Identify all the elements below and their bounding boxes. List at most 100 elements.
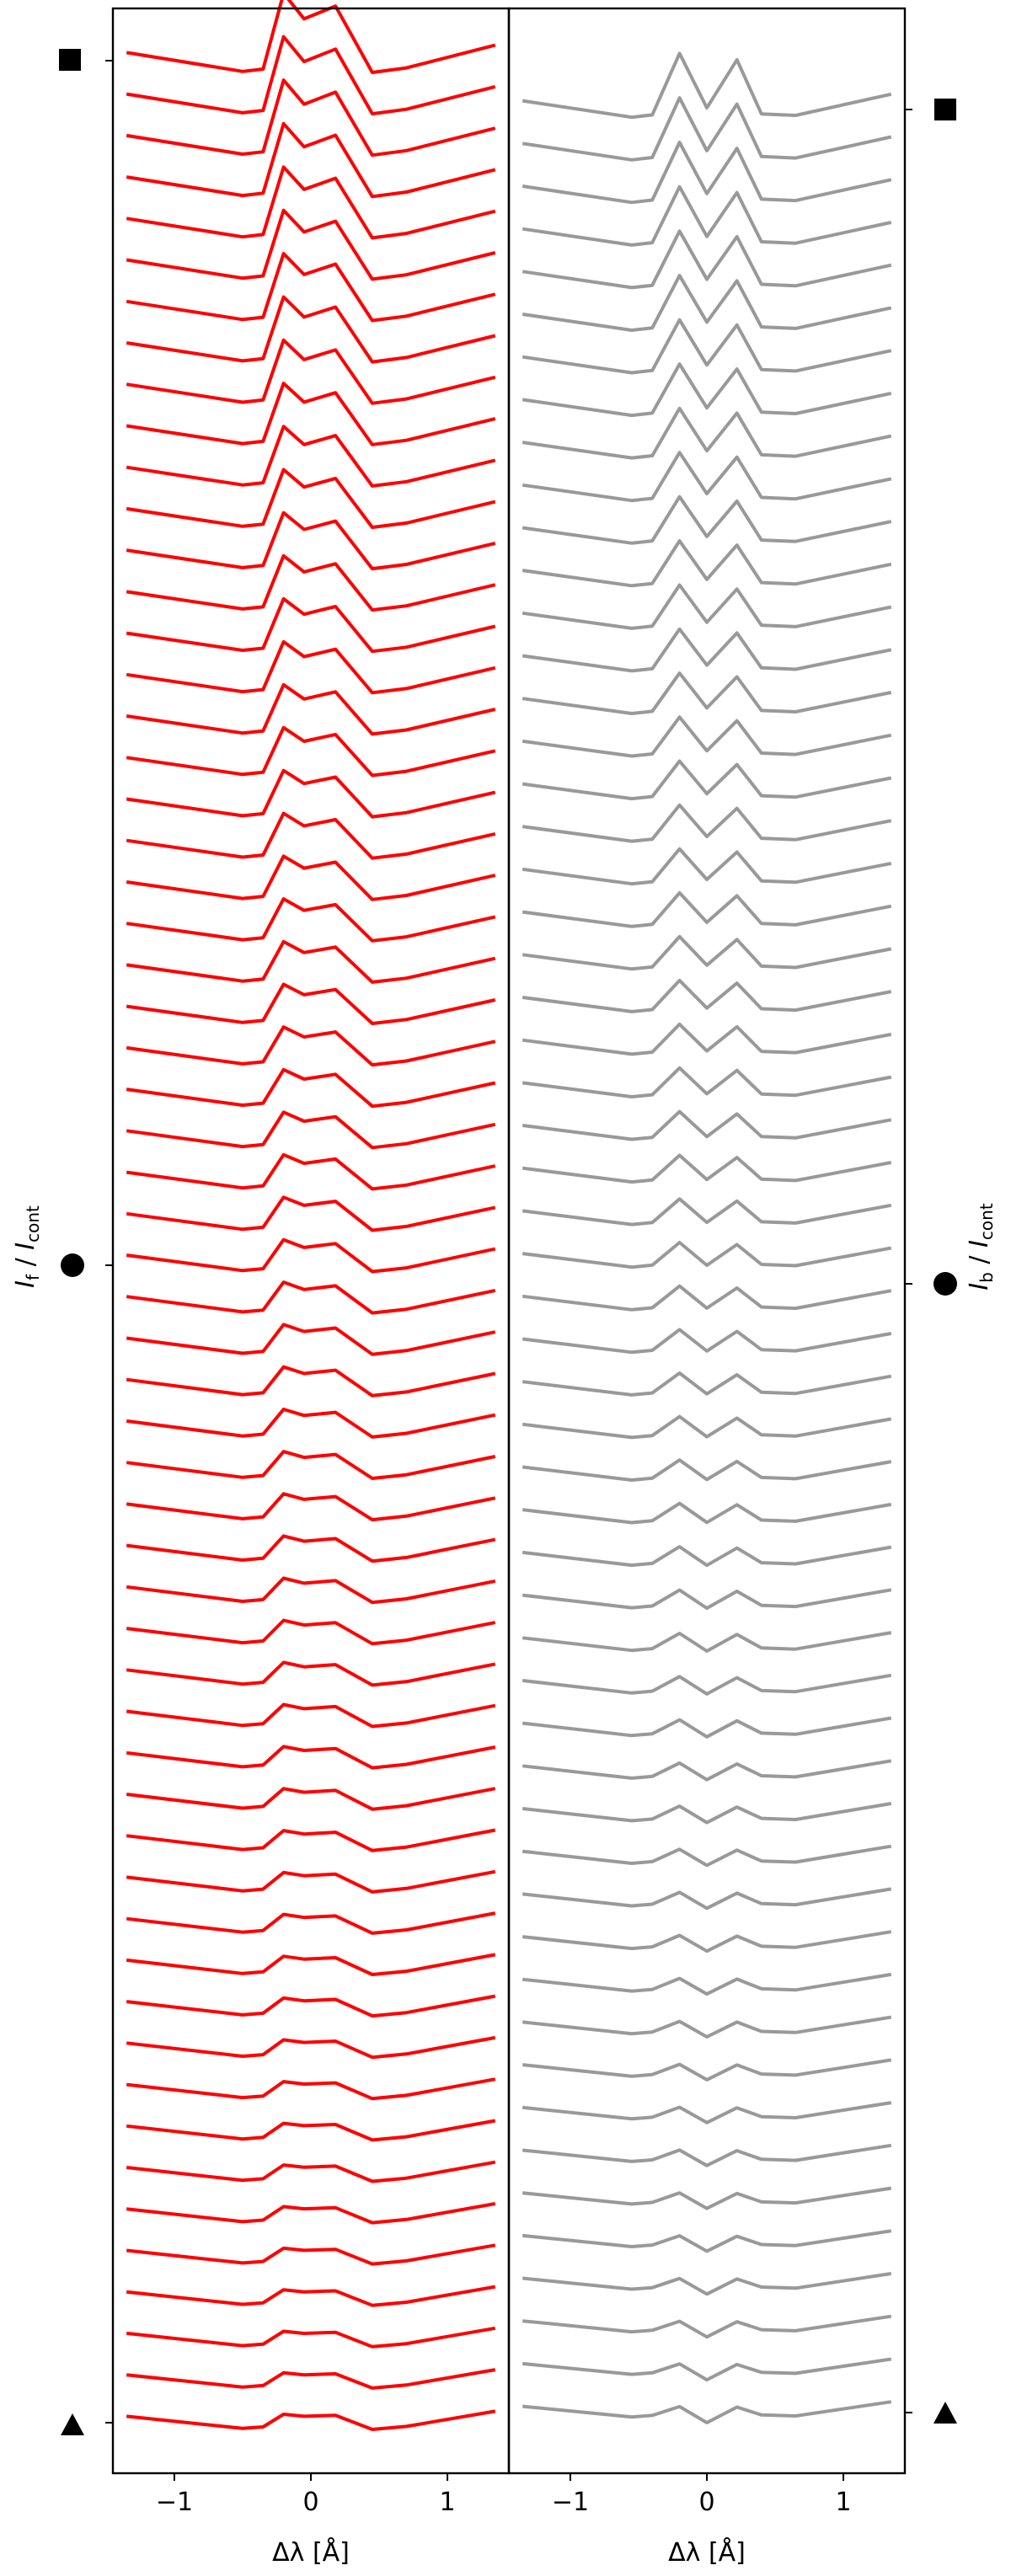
right-profiles <box>522 51 892 2424</box>
right-profile-line <box>522 2400 892 2424</box>
left-x-ticks: −1 0 1 <box>156 2473 456 2517</box>
right-profile-line <box>522 362 892 418</box>
right-profile-line <box>522 1716 892 1739</box>
left-profile-line <box>126 1869 496 1894</box>
left-profile-line <box>126 121 496 199</box>
right-profile-line <box>522 1887 892 1911</box>
right-profile-line <box>522 229 892 290</box>
left-profile-line <box>126 0 496 74</box>
left-profile-line <box>126 1994 496 2018</box>
right-profile-line <box>522 1153 892 1184</box>
left-marker-triangle <box>61 2413 84 2435</box>
right-profile-line <box>522 51 892 120</box>
left-panel-frame <box>111 7 511 2475</box>
right-profile-line <box>522 1501 892 1525</box>
right-profile-line <box>522 1844 892 1868</box>
right-profile-line <box>522 1197 892 1227</box>
right-profile-line <box>522 978 892 1013</box>
left-profile-line <box>126 2368 496 2390</box>
left-profile-line <box>126 1195 496 1232</box>
right-profile-line <box>522 1972 892 1996</box>
left-profile-line <box>126 382 496 446</box>
left-profile-line <box>126 897 496 943</box>
left-profile-line <box>126 1702 496 1729</box>
right-marker-triangle <box>933 2402 957 2424</box>
right-y-axis-label: Ib / Icont <box>965 1203 997 1291</box>
right-profile-line <box>522 2229 892 2253</box>
left-profile-line <box>126 1576 496 1605</box>
left-profile-line <box>126 1787 496 1811</box>
right-profile-line <box>522 1802 892 1825</box>
left-profile-line <box>126 1408 496 1439</box>
left-profile-line <box>126 165 496 240</box>
left-profile-line <box>126 2285 496 2307</box>
right-profile-line <box>522 2314 892 2339</box>
right-profile-line <box>522 1371 892 1397</box>
left-profile-line <box>126 78 496 158</box>
left-x-tick-label: 1 <box>440 2488 456 2517</box>
left-profile-line <box>126 1152 496 1191</box>
left-profile-line <box>126 35 496 116</box>
right-profile-line <box>522 803 892 843</box>
left-profile-line <box>126 1067 496 1109</box>
right-x-ticks: −1 0 1 <box>552 2473 852 2517</box>
right-profile-line <box>522 1673 892 1696</box>
right-profile-line <box>522 274 892 332</box>
left-profile-line <box>126 854 496 901</box>
right-marker-circle <box>933 1272 957 1296</box>
right-profile-line <box>522 184 892 247</box>
right-profile-line <box>522 2186 892 2210</box>
right-profile-line <box>522 539 892 588</box>
left-marker-square <box>59 49 81 71</box>
left-profile-line <box>126 468 496 529</box>
right-panel: −1 0 1 Δλ [Å] Ib / Icont <box>507 7 997 2568</box>
left-profile-line <box>126 2035 496 2060</box>
right-profile-line <box>522 671 892 715</box>
right-x-tick-label: 0 <box>698 2488 714 2517</box>
left-profile-line <box>126 1025 496 1067</box>
left-profile-line <box>126 1828 496 1852</box>
left-y-ticks <box>105 60 113 2424</box>
left-profile-line <box>126 2160 496 2183</box>
right-profile-line <box>522 1284 892 1312</box>
right-profile-line <box>522 715 892 758</box>
left-profile-line <box>126 639 496 695</box>
right-marker-square <box>934 99 956 120</box>
right-profile-line <box>522 1109 892 1141</box>
right-profile-line <box>522 1241 892 1269</box>
right-profile-line <box>522 1414 892 1440</box>
left-x-tick-label: −1 <box>156 2488 193 2517</box>
left-profile-line <box>126 2119 496 2142</box>
right-profile-line <box>522 2101 892 2124</box>
left-profile-line <box>126 1911 496 1935</box>
left-marker-circle <box>61 1253 84 1277</box>
right-profile-line <box>522 2272 892 2296</box>
right-x-tick-label: −1 <box>552 2488 589 2517</box>
left-profile-line <box>126 2243 496 2266</box>
left-profile-line <box>126 768 496 819</box>
left-profile-line <box>126 1110 496 1150</box>
left-profiles <box>126 0 496 2431</box>
right-profile-line <box>522 2143 892 2167</box>
right-panel-frame <box>507 7 907 2475</box>
left-profile-line <box>126 1365 496 1398</box>
right-x-axis-label: Δλ [Å] <box>668 2537 746 2568</box>
right-profile-line <box>522 627 892 673</box>
left-panel: −1 0 1 Δλ [Å] If / Icont <box>11 0 511 2568</box>
right-profile-line <box>522 847 892 886</box>
right-profile-line <box>522 2058 892 2082</box>
right-profile-line <box>522 318 892 375</box>
right-profile-line <box>522 583 892 630</box>
left-profile-line <box>126 982 496 1025</box>
right-profile-line <box>522 1631 892 1653</box>
left-profile-line <box>126 295 496 364</box>
left-profile-line <box>126 939 496 984</box>
right-profile-line <box>522 451 892 503</box>
left-profile-line <box>126 1660 496 1687</box>
left-profile-line <box>126 1492 496 1522</box>
right-profile-line <box>522 1588 892 1611</box>
left-profile-line <box>126 252 496 323</box>
right-profile-line <box>522 934 892 971</box>
left-profile-line <box>126 2326 496 2349</box>
